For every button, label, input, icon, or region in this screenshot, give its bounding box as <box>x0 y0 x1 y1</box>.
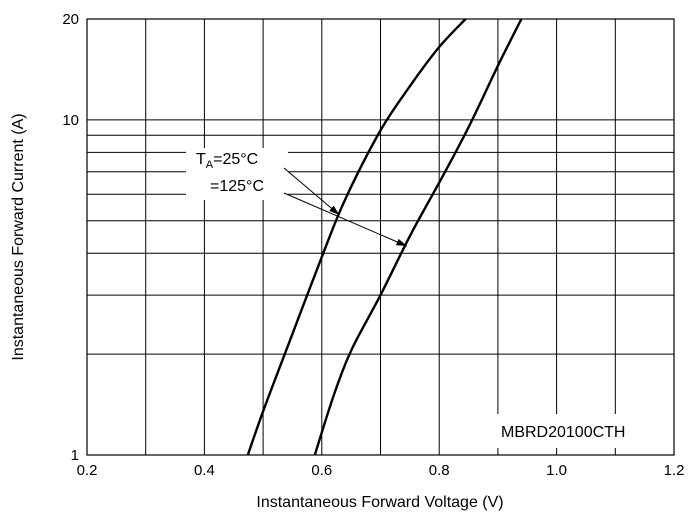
x-tick-label: 0.4 <box>194 462 215 479</box>
curves <box>246 18 523 456</box>
tick-labels: 0.2 0.4 0.6 0.8 1.0 1.2 1 10 20 <box>62 11 684 479</box>
temperature-annotation: TA=25°C =125°C <box>186 148 288 200</box>
series-line <box>246 18 467 456</box>
x-axis-title: Instantaneous Forward Voltage (V) <box>256 494 503 511</box>
grid-lines <box>87 19 674 455</box>
y-axis-title: Instantaneous Forward Current (A) <box>10 113 27 360</box>
annotation-arrow-head <box>329 205 340 216</box>
annotation-arrow-line <box>283 192 408 247</box>
annotation-ta125: =125°C <box>210 178 264 195</box>
x-tick-label: 1.2 <box>664 462 685 479</box>
annotation-ta25: TA=25°C <box>196 151 258 171</box>
x-tick-label: 0.8 <box>429 462 450 479</box>
part-number-label: MBRD20100CTH <box>501 424 625 441</box>
y-tick-label: 10 <box>62 112 79 129</box>
annotation-arrow-line <box>283 167 340 216</box>
part-number-box: MBRD20100CTH <box>494 414 670 448</box>
annotation-bg <box>186 148 288 200</box>
plot-frame <box>86 18 675 456</box>
x-tick-label: 0.2 <box>77 462 98 479</box>
t-symbol: T <box>196 151 206 168</box>
part-number-bg <box>494 414 670 448</box>
annotation-arrow-head <box>395 238 407 247</box>
t-subscript: A <box>206 159 214 171</box>
series-line <box>313 18 523 456</box>
y-tick-label: 1 <box>71 447 79 464</box>
t25-value: =25°C <box>213 151 258 168</box>
x-tick-label: 1.0 <box>546 462 567 479</box>
x-tick-label: 0.6 <box>311 462 332 479</box>
annotation-arrows <box>283 167 408 247</box>
y-tick-label: 20 <box>62 11 79 28</box>
